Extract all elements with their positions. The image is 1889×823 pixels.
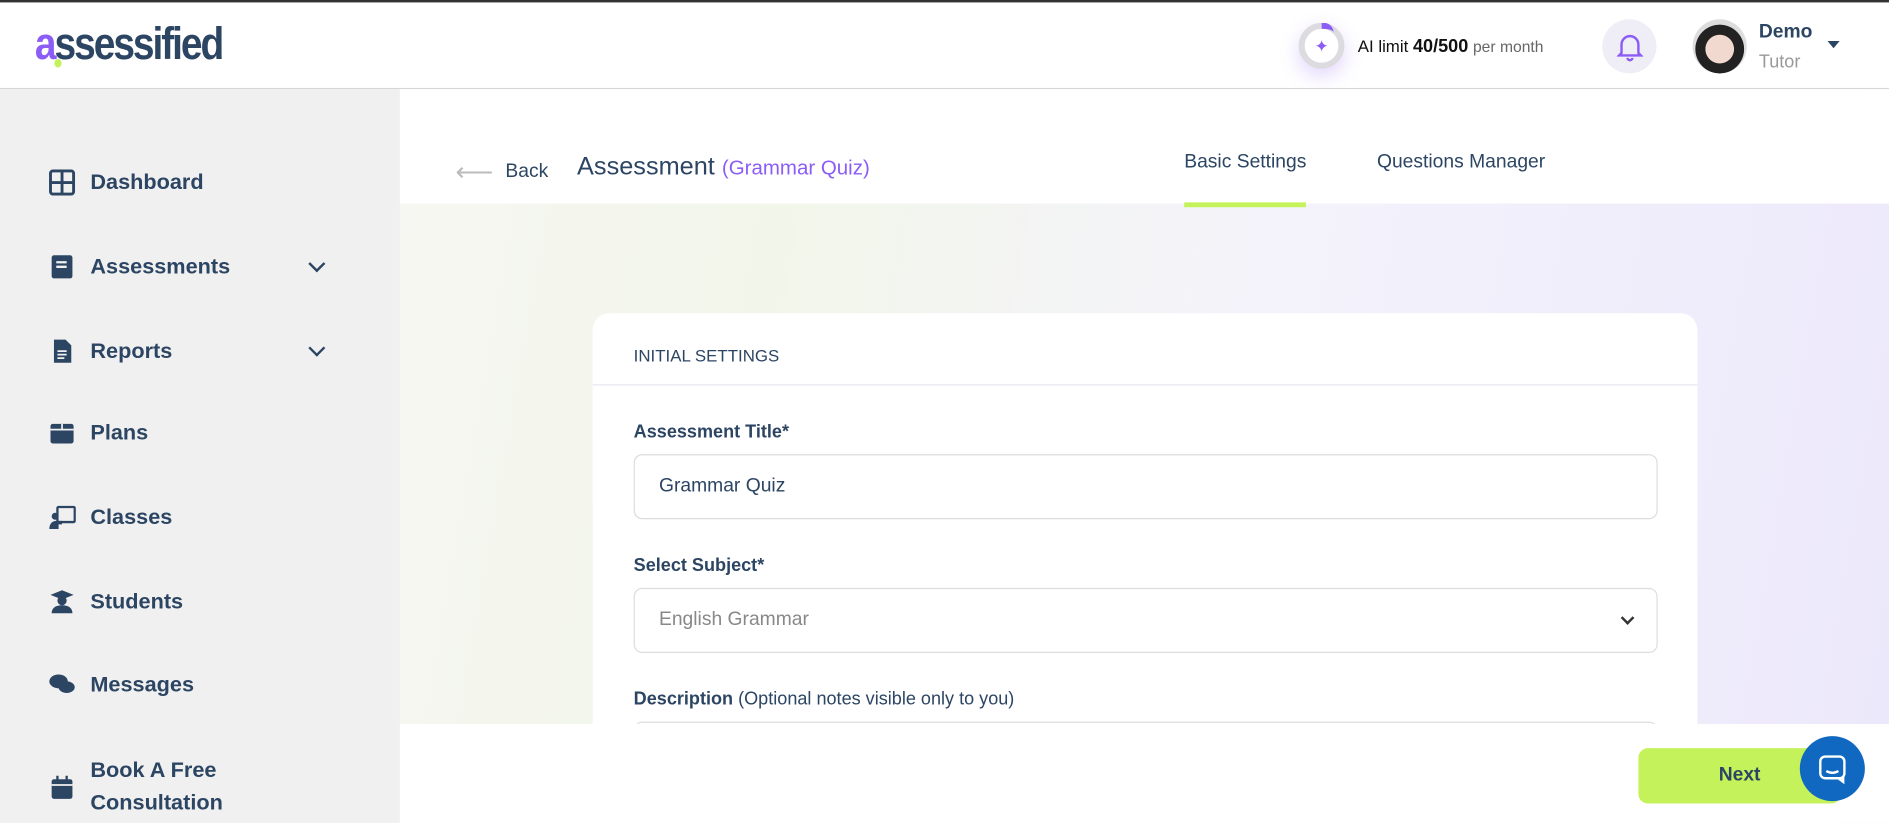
book-icon (51, 255, 73, 279)
avatar[interactable] (1692, 19, 1747, 74)
grid-icon (49, 169, 76, 196)
calendar-icon (51, 775, 73, 799)
bell-icon (1616, 34, 1643, 61)
sidebar-item-messages[interactable]: Messages (48, 671, 194, 699)
sidebar-item-classes[interactable]: Classes (48, 504, 172, 532)
subject-label: Select Subject* (633, 555, 765, 576)
top-bar: a ssessified ✦ AI limit 40/500 per month … (0, 0, 1889, 90)
presentation-icon (49, 505, 76, 529)
caret-down-icon[interactable] (1827, 40, 1840, 54)
page-title: Assessment (Grammar Quiz) (577, 152, 870, 181)
sidebar-item-students[interactable]: Students (48, 588, 183, 616)
sidebar-item-consultation[interactable]: Book A Free Consultation (48, 754, 289, 819)
back-button[interactable]: ⟵ Back (455, 156, 549, 187)
footer-bar: Next (399, 724, 1889, 823)
tab-questions-manager[interactable]: Questions Manager (1376, 151, 1546, 173)
assessment-title-input[interactable]: Grammar Quiz (633, 454, 1658, 520)
tab-basic-settings[interactable]: Basic Settings (1184, 152, 1307, 208)
description-label: Description (Optional notes visible only… (633, 689, 1015, 710)
sidebar-item-dashboard[interactable]: Dashboard (48, 169, 204, 197)
arrow-left-icon: ⟵ (455, 156, 494, 187)
ai-limit: AI limit 40/500 per month (1357, 36, 1544, 57)
chevron-down-icon[interactable] (308, 255, 326, 273)
box-icon (50, 423, 74, 444)
sidebar: Dashboard Assessments Reports Plans Clas… (0, 89, 400, 823)
notifications-button[interactable] (1602, 19, 1657, 74)
chat-icon (49, 674, 75, 693)
page-header: ⟵ Back Assessment (Grammar Quiz) Basic Se… (399, 89, 1889, 208)
chat-widget-button[interactable] (1799, 736, 1865, 802)
main-content: ⟵ Back Assessment (Grammar Quiz) Basic Se… (399, 89, 1889, 823)
user-role: Tutor (1758, 51, 1801, 73)
sidebar-item-reports[interactable]: Reports (48, 337, 172, 365)
ai-limit-ring-icon: ✦ (1298, 22, 1345, 69)
sidebar-item-plans[interactable]: Plans (48, 419, 148, 447)
logo[interactable]: a ssessified (34, 19, 224, 70)
subject-select[interactable]: English Grammar (633, 587, 1658, 653)
chevron-down-icon[interactable] (308, 339, 326, 357)
chat-bubble-icon (1819, 755, 1846, 785)
sidebar-item-assessments[interactable]: Assessments (48, 253, 230, 281)
section-title: INITIAL SETTINGS (592, 313, 1698, 386)
file-icon (53, 339, 72, 363)
graduate-icon (50, 590, 74, 614)
chevron-down-icon (1620, 611, 1635, 625)
title-label: Assessment Title* (633, 421, 790, 443)
user-name[interactable]: Demo (1758, 21, 1813, 43)
